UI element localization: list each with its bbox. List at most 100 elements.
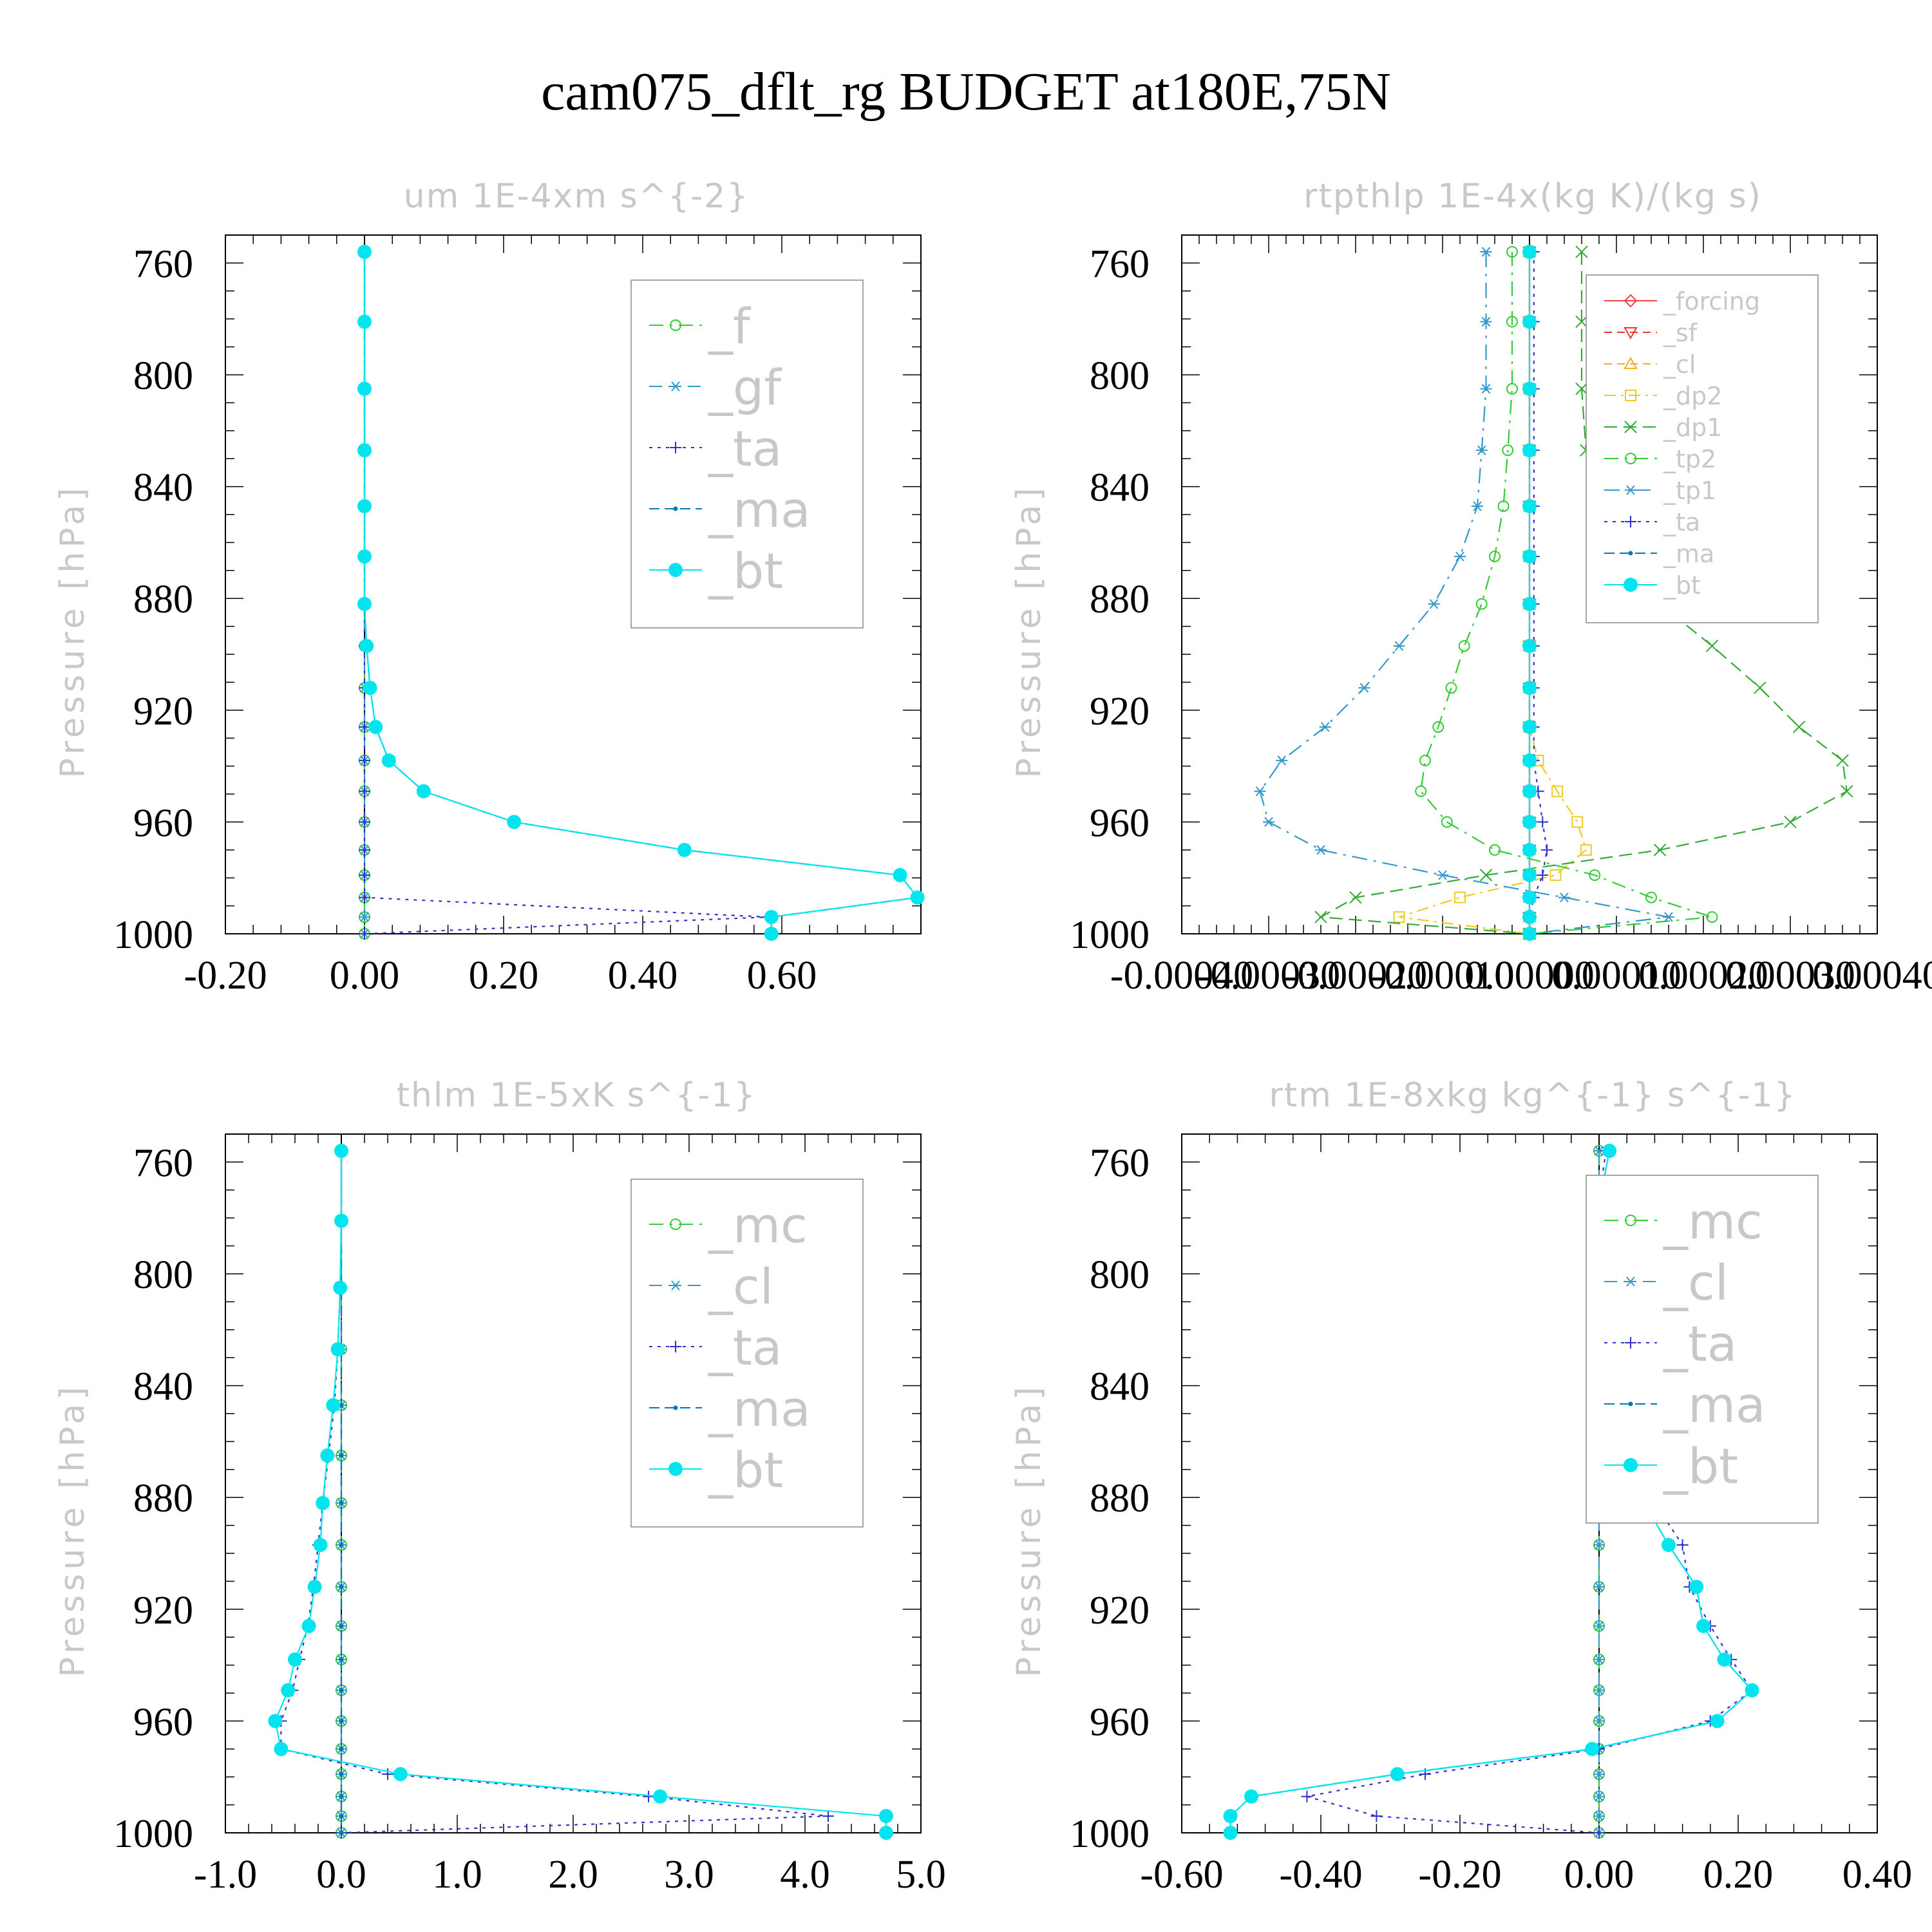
y-tick-label: 800 bbox=[1090, 1253, 1150, 1297]
data-point-tp2 bbox=[1415, 785, 1427, 797]
legend-marker bbox=[1624, 327, 1638, 340]
panel-thlm: thlm 1E-5xK s^{-1} Pressure [hPa] 760 800… bbox=[53, 1076, 946, 1897]
data-point-tp2 bbox=[1506, 383, 1518, 395]
data-point-cl bbox=[1593, 1791, 1605, 1802]
data-point-bt bbox=[357, 245, 372, 260]
legend: _f_gf_ta_ma_bt bbox=[630, 279, 864, 629]
y-tick-label: 1000 bbox=[113, 913, 193, 957]
y-tick-label: 1000 bbox=[113, 1812, 193, 1856]
data-point-bt bbox=[301, 1618, 316, 1633]
series-line-dp1 bbox=[1318, 252, 1848, 935]
y-tick-label: 920 bbox=[1090, 1589, 1150, 1633]
data-point-dp2 bbox=[1580, 844, 1592, 856]
data-point-bt bbox=[1745, 1683, 1759, 1698]
data-point-tp2 bbox=[1502, 444, 1514, 457]
data-point-bt bbox=[1522, 842, 1537, 857]
data-point-ta bbox=[359, 816, 370, 828]
data-point-bt bbox=[1585, 1741, 1600, 1756]
data-point-dp1 bbox=[1841, 784, 1853, 798]
data-point-bt bbox=[393, 1766, 408, 1781]
legend-marker bbox=[670, 1218, 681, 1230]
data-point-dp2 bbox=[1571, 816, 1584, 828]
data-point-bt bbox=[416, 784, 431, 799]
data-point-bt bbox=[1223, 1826, 1238, 1840]
data-point-tp2 bbox=[1458, 639, 1470, 652]
data-point-bt bbox=[1522, 681, 1537, 696]
x-tick-label: 0.00 bbox=[330, 954, 400, 998]
data-point-bt bbox=[357, 381, 372, 396]
legend-marker bbox=[1625, 390, 1636, 401]
data-point-ta bbox=[1676, 1539, 1689, 1551]
data-point-tp1 bbox=[1480, 247, 1492, 257]
data-point-bt bbox=[1522, 719, 1537, 734]
data-point-tp1 bbox=[1472, 501, 1483, 511]
figure-title: cam075_dflt_rg BUDGET at180E,75N bbox=[541, 62, 1391, 122]
data-point-tp2 bbox=[1497, 500, 1510, 512]
data-point-bt bbox=[1522, 753, 1537, 768]
y-axis-label: Pressure [hPa] bbox=[53, 1383, 92, 1678]
legend-marker bbox=[1625, 1215, 1636, 1226]
legend-label: _dp2 bbox=[1663, 382, 1722, 410]
legend-marker bbox=[670, 381, 681, 392]
data-point-bt bbox=[1522, 909, 1537, 924]
data-point-bt bbox=[316, 1495, 330, 1510]
data-point-tp2 bbox=[1489, 551, 1501, 563]
x-tick-label: 0.60 bbox=[747, 954, 817, 998]
legend-label: _mc bbox=[1663, 1193, 1763, 1250]
data-point-tp1 bbox=[1276, 755, 1288, 766]
legend-marker bbox=[1624, 421, 1637, 433]
legend-marker bbox=[673, 1405, 678, 1410]
data-point-bt bbox=[764, 909, 779, 924]
data-point-bt bbox=[381, 753, 396, 768]
x-tick-label: -0.00010 bbox=[1371, 954, 1514, 998]
panel-title: rtm 1E-8xkg kg^{-1} s^{-1} bbox=[1269, 1076, 1796, 1115]
series-line-bt bbox=[274, 1151, 887, 1833]
x-tick-label: 0.00 bbox=[1564, 1853, 1634, 1897]
legend-label: _ta bbox=[708, 1319, 782, 1376]
data-point-ma bbox=[339, 1772, 344, 1777]
legend-label: _bt bbox=[1663, 1437, 1738, 1495]
x-tick-label: 1.0 bbox=[432, 1853, 482, 1897]
data-point-ma bbox=[339, 1794, 344, 1799]
data-point-bt bbox=[677, 842, 692, 857]
legend-marker bbox=[1625, 1276, 1636, 1287]
data-point-bt bbox=[357, 314, 372, 329]
data-point-cl bbox=[1593, 1654, 1605, 1665]
y-tick-label: 760 bbox=[133, 1141, 193, 1185]
data-point-tp2 bbox=[1706, 911, 1718, 923]
x-tick-label: -0.60 bbox=[1140, 1853, 1223, 1897]
data-point-ma bbox=[339, 1830, 344, 1835]
x-tick-label: -0.40 bbox=[1279, 1853, 1362, 1897]
legend-label: _bt bbox=[708, 542, 783, 600]
y-tick-label: 880 bbox=[1090, 578, 1150, 621]
data-point-ta bbox=[359, 785, 370, 797]
data-point-bt bbox=[1522, 867, 1537, 882]
data-point-ma bbox=[339, 1814, 344, 1819]
data-point-tp1 bbox=[1254, 786, 1266, 797]
data-point-cl bbox=[1593, 1582, 1605, 1592]
legend-label: _bt bbox=[1663, 571, 1701, 600]
data-point-bt bbox=[1522, 815, 1537, 829]
data-point-bt bbox=[357, 549, 372, 564]
data-point-bt bbox=[1390, 1766, 1405, 1781]
data-point-ta bbox=[359, 891, 370, 904]
data-point-ma bbox=[339, 1501, 344, 1506]
legend-marker bbox=[670, 1341, 681, 1352]
legend-label: _ma bbox=[1663, 1376, 1766, 1434]
data-point-tp2 bbox=[1475, 598, 1488, 610]
data-point-cl bbox=[1593, 1621, 1605, 1631]
legend-marker bbox=[1624, 356, 1638, 369]
data-point-dp1 bbox=[1575, 382, 1588, 395]
x-tick-label: 0.00000 bbox=[1464, 954, 1595, 998]
data-point-bt bbox=[333, 1280, 348, 1295]
data-point-bt bbox=[1696, 1618, 1710, 1633]
panel-rtm: rtm 1E-8xkg kg^{-1} s^{-1} Pressure [hPa… bbox=[1010, 1076, 1912, 1897]
panel-rtpthlp: rtpthlp 1E-4x(kg K)/(kg s) Pressure [hPa… bbox=[1010, 177, 1932, 998]
legend: _mc_cl_ta_ma_bt bbox=[1586, 1175, 1819, 1524]
data-point-bt bbox=[357, 498, 372, 513]
data-point-bt bbox=[1522, 443, 1537, 458]
x-tick-label: 0.00010 bbox=[1551, 954, 1681, 998]
y-axis-label: Pressure [hPa] bbox=[53, 484, 92, 779]
data-point-dp1 bbox=[1349, 891, 1362, 904]
